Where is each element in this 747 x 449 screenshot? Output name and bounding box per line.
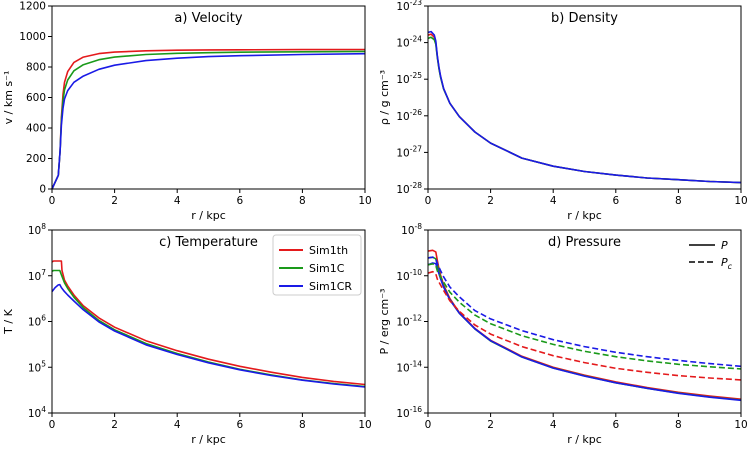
y-tick-label: 108: [28, 222, 46, 237]
x-axis-label: r / kpc: [191, 433, 226, 446]
panel-temperature: 0 2 4 6 8 10 104 105 106 107 108 c) Temperature r / …: [2, 222, 372, 446]
plot-frame: [427, 229, 742, 414]
chart-title: b) Density: [551, 11, 618, 26]
x-tick-label: 10: [734, 419, 747, 431]
y-tick-label: 0: [39, 184, 46, 196]
y-tick-label: 10-8: [401, 222, 422, 237]
series-line-sim1cr: [427, 30, 742, 184]
x-tick-label: 10: [358, 419, 371, 431]
series-line-sim1c: [427, 36, 742, 184]
series-line-sim1cr: [51, 283, 366, 388]
series-line-sim1th: [51, 260, 366, 386]
x-axis-label: r / kpc: [567, 433, 602, 446]
x-axis-label: r / kpc: [567, 209, 602, 222]
y-axis-label: P / erg cm⁻³: [378, 289, 391, 355]
chart-title: d) Pressure: [548, 235, 621, 250]
x-tick-label: 10: [734, 195, 747, 207]
series-line-sim1cr: [51, 52, 366, 190]
y-tick-label: 106: [28, 314, 46, 329]
x-tick-label: 0: [425, 195, 432, 207]
y-tick-label: 10-26: [396, 108, 422, 123]
y-tick-label: 800: [26, 62, 46, 74]
y-tick-label: 104: [28, 405, 46, 420]
x-tick-label: 8: [675, 419, 682, 431]
chart-title: c) Temperature: [159, 235, 258, 250]
x-tick-label: 8: [299, 195, 306, 207]
x-tick-label: 10: [358, 195, 371, 207]
y-tick-label: 105: [28, 359, 46, 374]
y-tick-label: 107: [28, 268, 46, 283]
y-tick-label: 10-10: [396, 268, 422, 283]
legend-label-p: P: [721, 239, 728, 252]
x-tick-label: 8: [299, 419, 306, 431]
y-tick-label: 10-24: [396, 35, 422, 50]
legend-label-sim1th: Sim1th: [309, 244, 348, 257]
x-tick-label: 2: [487, 195, 494, 207]
x-tick-label: 0: [425, 419, 432, 431]
y-tick-label: 10-16: [396, 405, 422, 420]
x-tick-label: 0: [49, 195, 56, 207]
x-axis-label: r / kpc: [191, 209, 226, 222]
y-axis-label: v / km s⁻¹: [2, 71, 15, 125]
panel-velocity: 0 2 4 6 8 10 0 200 400 600 800 1000 1200 a) Velocity r…: [2, 1, 372, 223]
legend-temperature: Sim1th Sim1C Sim1CR: [272, 234, 362, 296]
series-line-sim1c-pc: [427, 263, 742, 370]
legend-pressure: P Pc: [689, 239, 733, 271]
x-tick-label: 6: [236, 419, 243, 431]
plot-frame: [427, 5, 742, 190]
series-line-sim1cr-pc: [427, 256, 742, 368]
plot-frame: [51, 5, 366, 190]
x-tick-label: 2: [487, 419, 494, 431]
y-tick-label: 1200: [19, 1, 46, 13]
x-tick-label: 6: [612, 195, 619, 207]
y-tick-label: 10-14: [396, 359, 422, 374]
x-tick-label: 8: [675, 195, 682, 207]
y-axis-label: T / K: [2, 308, 15, 334]
legend-label-sim1c: Sim1C: [309, 262, 345, 275]
x-tick-label: 4: [174, 195, 181, 207]
panel-pressure: 0 2 4 6 8 10 10-16 10-14 10-12 10-10 10-8 d) Pressu…: [378, 222, 747, 446]
series-line-sim1th: [427, 33, 742, 184]
y-axis-label: ρ / g cm⁻³: [378, 70, 391, 125]
y-tick-label: 10-28: [396, 181, 422, 196]
x-tick-label: 6: [612, 419, 619, 431]
chart-title: a) Velocity: [174, 11, 242, 26]
series-line-sim1c: [51, 50, 366, 190]
y-tick-label: 10-12: [396, 314, 422, 329]
y-tick-label: 200: [26, 153, 46, 165]
series-line-sim1th-pc: [427, 270, 742, 381]
y-tick-label: 10-23: [396, 0, 422, 13]
y-tick-label: 400: [26, 123, 46, 135]
x-tick-label: 4: [550, 195, 557, 207]
series-line-sim1th: [51, 48, 366, 190]
x-tick-label: 2: [111, 195, 118, 207]
x-tick-label: 4: [174, 419, 181, 431]
x-tick-label: 2: [111, 419, 118, 431]
x-tick-label: 0: [49, 419, 56, 431]
legend-label-pc: Pc: [721, 256, 733, 271]
y-tick-label: 1000: [19, 31, 46, 43]
x-tick-label: 6: [236, 195, 243, 207]
panel-density: 0 2 4 6 8 10 10-28 10-27 10-26 10-25 10-24 10-23 b) …: [378, 0, 747, 222]
x-tick-label: 4: [550, 419, 557, 431]
y-tick-label: 10-27: [396, 144, 422, 159]
y-tick-label: 10-25: [396, 71, 422, 86]
legend-label-sim1cr: Sim1CR: [309, 280, 352, 293]
series-line-sim1cr-p: [427, 262, 742, 402]
y-tick-label: 600: [26, 92, 46, 104]
